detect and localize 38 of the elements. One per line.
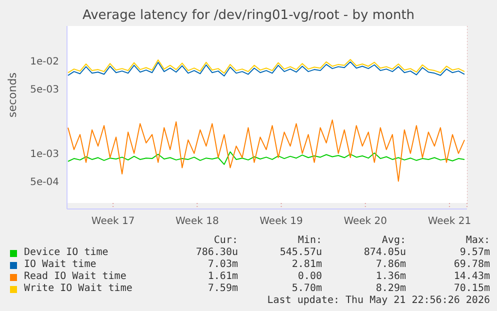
text: 7.59m <box>206 283 238 295</box>
x-tick-label: Week 21 <box>428 216 472 228</box>
text: Avg: <box>380 235 406 247</box>
text: 2.81m <box>290 259 322 271</box>
text: Last update: Thu May 21 22:56:26 2026 <box>266 295 490 307</box>
text: 7.03m <box>206 259 238 271</box>
y-tick-label: 1e-02 <box>30 56 59 68</box>
text: Min: <box>296 235 322 247</box>
text: 14.43m <box>452 271 490 283</box>
text: 69.78m <box>452 259 490 271</box>
text: 786.30u <box>194 247 238 259</box>
text: 8.29m <box>374 283 406 295</box>
y-tick-label: 5e-04 <box>30 176 59 188</box>
text: 0.00 <box>296 271 322 283</box>
y-axis-title: seconds <box>6 72 19 118</box>
text: 1.61m <box>206 271 238 283</box>
x-tick-label: Week 19 <box>260 216 303 228</box>
legend-label: Read IO Wait time <box>23 271 128 283</box>
x-tick-label: Week 17 <box>91 216 135 228</box>
text: Cur: <box>212 235 238 247</box>
text: 5.70m <box>290 283 322 295</box>
line-series <box>68 151 465 165</box>
legend-label: Write IO Wait time <box>23 283 134 295</box>
y-tick-label: 5e-03 <box>30 84 59 96</box>
chart-title: Average latency for /dev/ring01-vg/root - by month <box>81 7 416 25</box>
line-series <box>68 120 465 182</box>
legend-label: IO Wait time <box>23 259 98 271</box>
text: 545.57u <box>278 247 322 259</box>
y-tick-label: 1e-03 <box>30 148 59 160</box>
text: 874.05u <box>362 247 406 259</box>
legend-label: Device IO time <box>23 247 110 259</box>
text: 1.36m <box>374 271 406 283</box>
text: 70.15m <box>452 283 490 295</box>
text: 7.86m <box>374 259 406 271</box>
x-tick-label: Week 18 <box>176 216 219 228</box>
text: Max: <box>464 235 490 247</box>
text: 9.57m <box>458 247 490 259</box>
x-tick-label: Week 20 <box>344 216 388 228</box>
